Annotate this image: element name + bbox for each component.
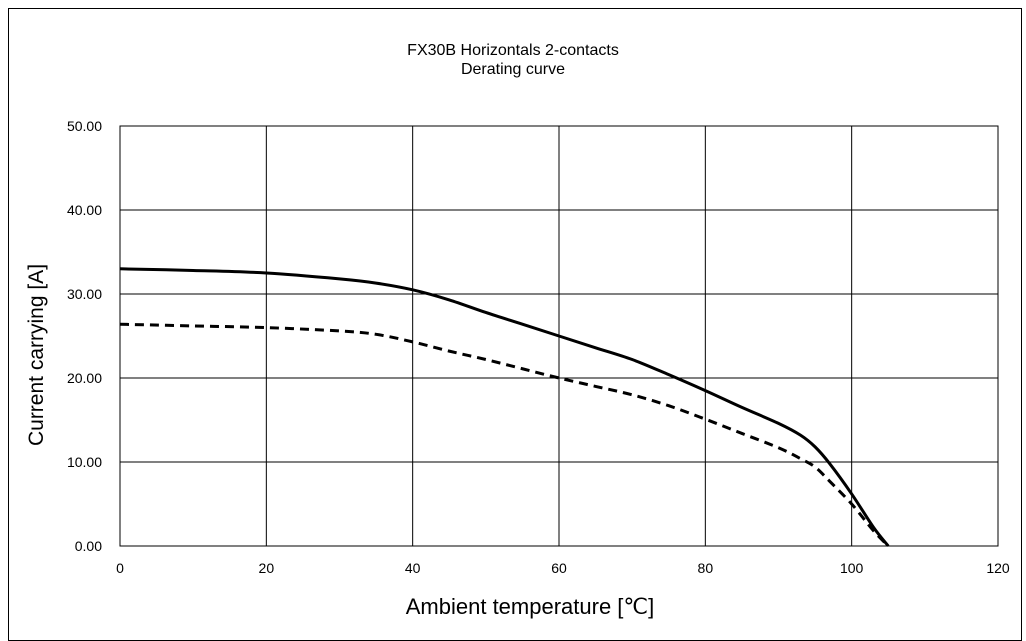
y-tick-label: 20.00: [67, 370, 102, 386]
x-axis-label: Ambient temperature [℃]: [405, 594, 655, 619]
y-tick-label: 30.00: [67, 286, 102, 302]
plot-area-border: [119, 125, 999, 547]
y-tick-label: 10.00: [67, 454, 102, 470]
chart-title: FX30B Horizontals 2-contacts: [407, 42, 619, 59]
chart-subtitle: Derating curve: [460, 61, 566, 78]
series-line-solid: [119, 267, 890, 547]
series-line-dashed: [119, 322, 890, 548]
x-tick-label: 80: [698, 560, 714, 576]
x-tick-label: 20: [259, 560, 275, 576]
y-tick-label: 40.00: [67, 202, 102, 218]
x-tick-label: 60: [551, 560, 567, 576]
series-lines: [119, 267, 890, 548]
x-tick-label: 120: [986, 560, 1010, 576]
y-axis-label: Current carrying [A]: [25, 263, 48, 447]
x-tick-label: 0: [116, 560, 124, 576]
axis-ticks: 0 20 40 60 80 100 120 0.00 10.00 20.00 30.00 40.00 5…: [67, 118, 1010, 576]
y-tick-label: 50.00: [67, 118, 102, 134]
y-tick-label: 0.00: [75, 538, 102, 554]
x-tick-label: 40: [405, 560, 421, 576]
chart-frame: [8, 8, 1022, 641]
x-tick-label: 100: [840, 560, 864, 576]
